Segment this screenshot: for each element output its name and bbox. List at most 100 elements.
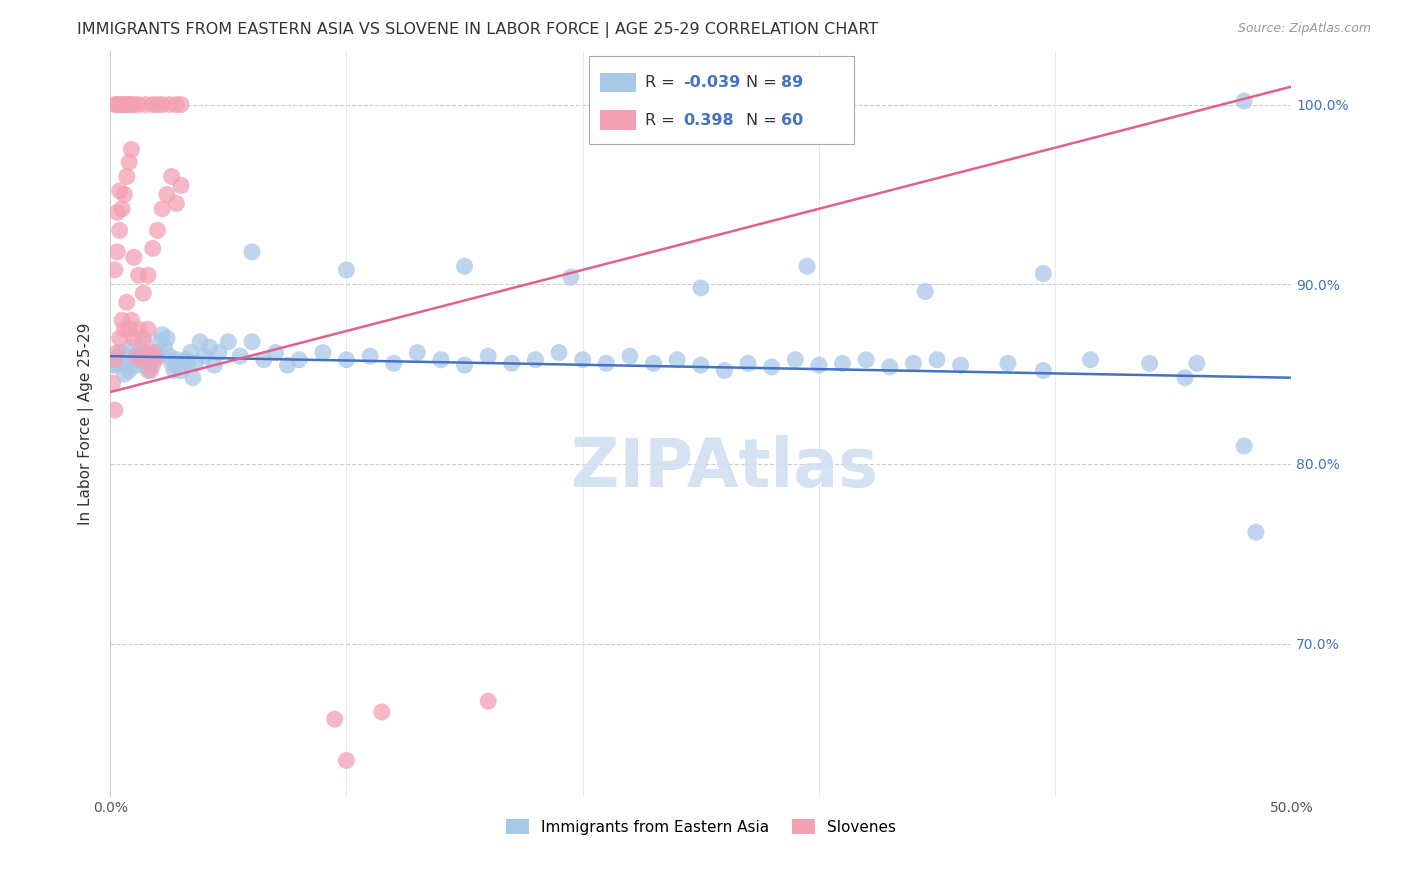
Point bbox=[382, 356, 405, 370]
Point bbox=[713, 363, 735, 377]
Point bbox=[104, 403, 127, 417]
Point bbox=[796, 260, 818, 274]
Point bbox=[453, 260, 475, 274]
Point bbox=[108, 97, 131, 112]
Point bbox=[1185, 356, 1208, 370]
Point bbox=[112, 187, 135, 202]
Point bbox=[240, 244, 263, 259]
Point bbox=[98, 358, 121, 372]
Point bbox=[170, 178, 193, 193]
Point bbox=[142, 345, 165, 359]
Point bbox=[112, 97, 135, 112]
Point bbox=[548, 345, 571, 359]
Point bbox=[1244, 525, 1267, 540]
Point bbox=[761, 359, 783, 374]
Point bbox=[240, 334, 263, 349]
Point bbox=[1233, 439, 1256, 453]
Text: 60: 60 bbox=[782, 112, 803, 128]
Point bbox=[180, 345, 202, 359]
Text: N =: N = bbox=[745, 75, 782, 90]
Point bbox=[560, 270, 582, 285]
Text: 89: 89 bbox=[782, 75, 803, 90]
Point bbox=[135, 358, 157, 372]
Point bbox=[121, 143, 143, 157]
Point bbox=[1032, 363, 1054, 377]
Point bbox=[101, 376, 124, 391]
Point bbox=[229, 349, 252, 363]
Point bbox=[111, 345, 134, 359]
Point bbox=[184, 356, 207, 370]
Point bbox=[122, 331, 145, 345]
Point bbox=[121, 97, 143, 112]
Point bbox=[153, 340, 176, 354]
Text: IMMIGRANTS FROM EASTERN ASIA VS SLOVENE IN LABOR FORCE | AGE 25-29 CORRELATION C: IMMIGRANTS FROM EASTERN ASIA VS SLOVENE … bbox=[77, 22, 879, 38]
Point bbox=[115, 169, 138, 184]
Point bbox=[112, 322, 135, 336]
Point bbox=[1174, 370, 1197, 384]
Point bbox=[135, 97, 157, 112]
Text: R =: R = bbox=[645, 112, 681, 128]
Point bbox=[194, 349, 217, 363]
Point bbox=[146, 97, 169, 112]
Point bbox=[181, 370, 204, 384]
Point bbox=[619, 349, 641, 363]
Point bbox=[150, 202, 173, 216]
Point bbox=[253, 352, 276, 367]
Point bbox=[129, 352, 152, 367]
Text: R =: R = bbox=[645, 75, 681, 90]
Point bbox=[111, 97, 134, 112]
Point bbox=[104, 358, 127, 372]
Point bbox=[276, 358, 298, 372]
Point bbox=[1080, 352, 1102, 367]
Point bbox=[359, 349, 381, 363]
Point bbox=[136, 268, 159, 283]
Point bbox=[501, 356, 523, 370]
Point bbox=[1032, 267, 1054, 281]
Point bbox=[288, 352, 311, 367]
Text: Source: ZipAtlas.com: Source: ZipAtlas.com bbox=[1237, 22, 1371, 36]
FancyBboxPatch shape bbox=[600, 111, 636, 129]
Point bbox=[105, 345, 128, 359]
Point bbox=[149, 334, 172, 349]
FancyBboxPatch shape bbox=[600, 73, 636, 93]
Point bbox=[104, 352, 127, 367]
Point bbox=[112, 367, 135, 381]
Point bbox=[125, 349, 148, 363]
Text: -0.039: -0.039 bbox=[683, 75, 741, 90]
Point bbox=[122, 97, 145, 112]
Point bbox=[118, 97, 141, 112]
Point bbox=[104, 263, 127, 277]
Point bbox=[118, 363, 141, 377]
Point bbox=[132, 334, 155, 349]
Point bbox=[524, 352, 547, 367]
Point bbox=[323, 712, 346, 726]
Point bbox=[136, 363, 159, 377]
Point bbox=[1139, 356, 1161, 370]
Point bbox=[689, 281, 711, 295]
Point bbox=[108, 223, 131, 237]
Point bbox=[689, 358, 711, 372]
Point bbox=[785, 352, 807, 367]
Point bbox=[157, 349, 180, 363]
Point bbox=[115, 356, 138, 370]
Point bbox=[831, 356, 853, 370]
Point bbox=[108, 352, 131, 367]
Point bbox=[217, 334, 239, 349]
Text: N =: N = bbox=[745, 112, 782, 128]
Point bbox=[142, 97, 165, 112]
Point bbox=[143, 352, 166, 367]
Text: ZIPAtlas: ZIPAtlas bbox=[571, 435, 877, 501]
Point bbox=[1233, 94, 1256, 108]
Point bbox=[167, 359, 190, 374]
Point bbox=[477, 694, 499, 708]
Point bbox=[312, 345, 335, 359]
Legend: Immigrants from Eastern Asia, Slovenes: Immigrants from Eastern Asia, Slovenes bbox=[499, 814, 903, 841]
Point bbox=[115, 97, 138, 112]
Point bbox=[128, 322, 150, 336]
Point bbox=[111, 313, 134, 327]
FancyBboxPatch shape bbox=[589, 56, 855, 144]
Point bbox=[406, 345, 429, 359]
Point bbox=[135, 345, 157, 359]
Point bbox=[132, 331, 155, 345]
Point bbox=[174, 352, 197, 367]
